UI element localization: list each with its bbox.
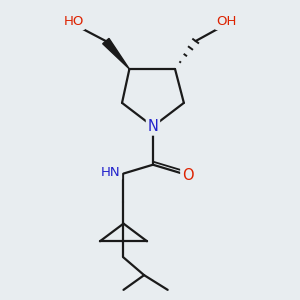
- Text: N: N: [148, 119, 158, 134]
- Polygon shape: [103, 38, 129, 69]
- Text: OH: OH: [216, 15, 237, 28]
- Text: O: O: [182, 167, 194, 182]
- Text: HN: HN: [101, 166, 121, 178]
- Text: HO: HO: [63, 15, 84, 28]
